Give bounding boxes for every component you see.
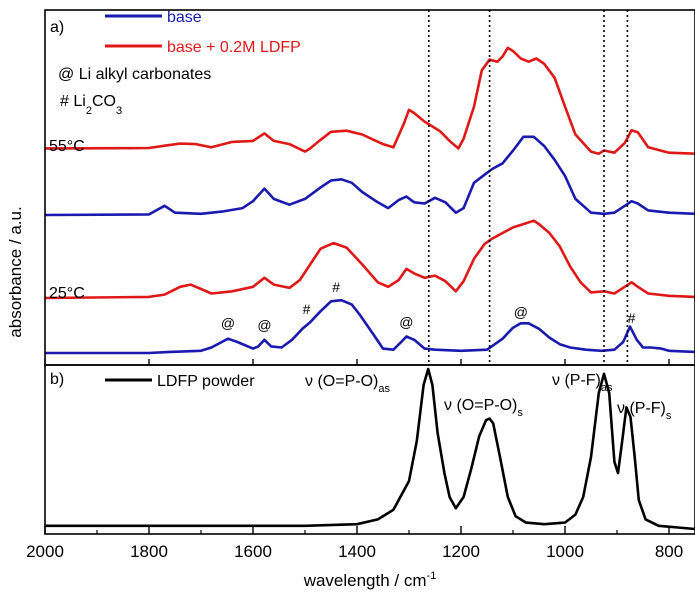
legend-label-powder: LDFP powder	[157, 373, 255, 390]
panel-b-frame	[44, 364, 695, 535]
x-tick-label: 1000	[546, 542, 584, 561]
peak-markers: @ @ # # @ @ #	[221, 279, 636, 333]
species-notes: @ Li alkyl carbonates # Li2CO3	[58, 66, 211, 117]
temp-label-55: 55°C	[49, 138, 85, 155]
legend-label-ldfp: base + 0.2M LDFP	[167, 39, 301, 56]
annot-opo-s: ν (O=P-O)s	[444, 397, 523, 419]
x-axis-label: wavelength / cm-1	[303, 570, 437, 590]
peak-marker: @	[221, 315, 235, 331]
peak-marker: #	[303, 301, 311, 317]
series-line-ldfp_55	[44, 46, 695, 155]
panel-a-frame	[44, 9, 695, 366]
legend-label-base: base	[167, 9, 202, 26]
peak-marker: @	[399, 314, 413, 330]
peak-marker: #	[332, 279, 340, 295]
panel-b-label: b)	[50, 371, 64, 388]
series-line-ldfp_25	[44, 219, 695, 300]
temp-label-25: 25°C	[49, 285, 85, 302]
series-line-base_55	[44, 135, 695, 217]
x-tick-label: 800	[655, 542, 683, 561]
reference-lines	[427, 10, 629, 365]
x-axis-ticks: 2000 1800 1600 1400 1200 1000 800	[26, 359, 683, 561]
annot-pf-as: ν (P-F)as	[552, 372, 613, 394]
x-tick-label: 1400	[338, 542, 376, 561]
series-layer	[44, 46, 695, 531]
peak-marker: @	[257, 317, 271, 333]
panel-a-label: a)	[50, 19, 64, 36]
annot-pf-s: ν (P-F)s	[617, 400, 672, 422]
x-tick-label: 1800	[130, 542, 168, 561]
peak-marker: @	[514, 304, 528, 320]
note-alkyl-carbonates: @ Li alkyl carbonates	[58, 66, 211, 83]
peak-marker: #	[628, 310, 636, 326]
series-line-base_25	[45, 298, 695, 355]
x-tick-label: 2000	[26, 542, 64, 561]
annot-opo-as: ν (O=P-O)as	[305, 373, 390, 395]
legend: base base + 0.2M LDFP	[105, 9, 301, 56]
series-line-powder	[45, 367, 695, 531]
x-tick-label: 1600	[234, 542, 272, 561]
y-axis-label: absorbance / a.u.	[6, 206, 25, 337]
x-tick-label: 1200	[442, 542, 480, 561]
note-li2co3: # Li2CO3	[60, 93, 122, 117]
